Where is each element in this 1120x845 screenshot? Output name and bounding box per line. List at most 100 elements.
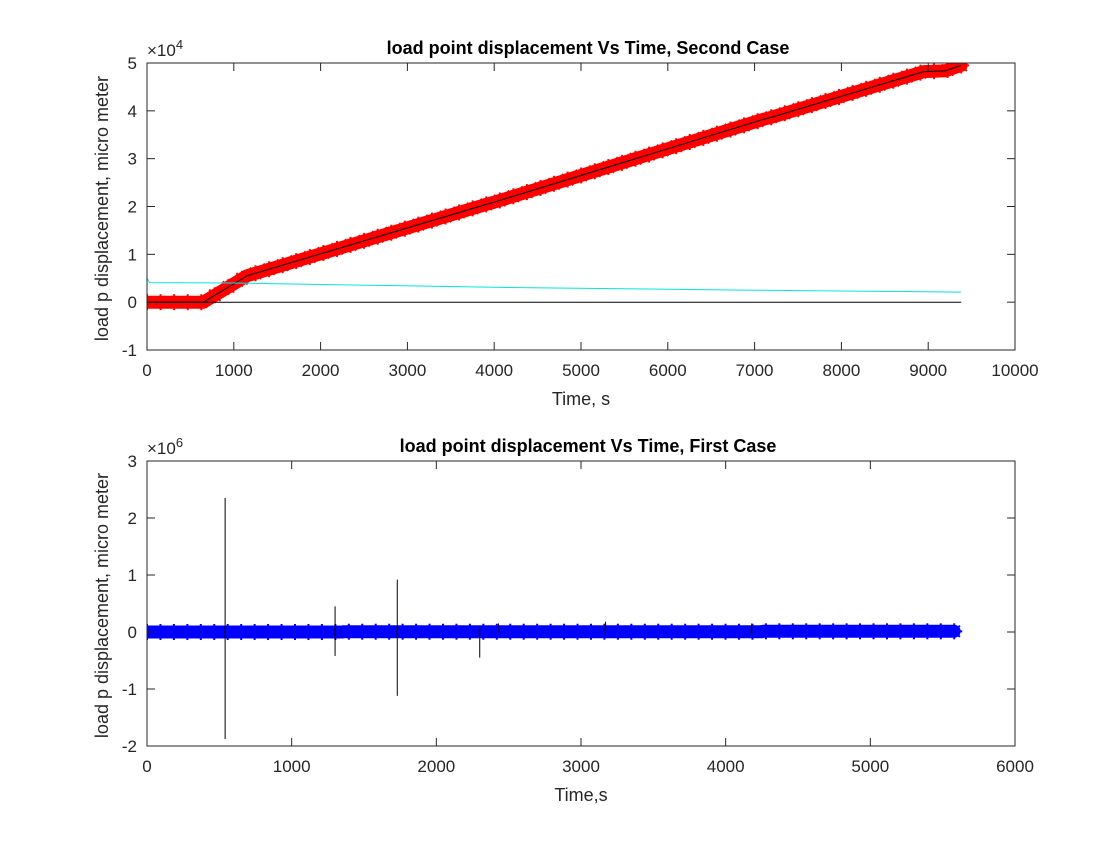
- bottom-plot-series-0-marker-52: [838, 623, 855, 640]
- bottom-plot-xtick-label-4: 4000: [707, 757, 745, 776]
- bottom-plot-series-0-marker-38: [650, 623, 667, 640]
- top-plot-xtick-label-2: 2000: [302, 361, 340, 380]
- top-plot-title: load point displacement Vs Time, Second …: [387, 38, 790, 58]
- bottom-plot-series-0-marker-57: [905, 623, 922, 640]
- top-plot-xtick-label-7: 7000: [736, 361, 774, 380]
- bottom-plot-series-0-marker-16: [354, 623, 371, 640]
- bottom-plot-axes-box: [146, 460, 1016, 747]
- bottom-plot-series-0-marker-6: [219, 624, 236, 640]
- top-plot-y-exponent-power: 4: [176, 37, 183, 52]
- bottom-plot-ytick-label-2: 0: [128, 623, 137, 642]
- bottom-plot-xtick-label-2: 2000: [417, 757, 455, 776]
- top-plot-data-layer: [147, 63, 970, 311]
- bottom-plot-series-0-marker-7: [233, 624, 250, 640]
- top-plot-ytick-label-3: 2: [128, 198, 137, 217]
- bottom-plot-xtick-label-1: 1000: [273, 757, 311, 776]
- bottom-plot-title: load point displacement Vs Time, First C…: [400, 436, 777, 456]
- bottom-plot-series-0-marker-26: [488, 623, 505, 640]
- bottom-plot-series-0-marker-13: [313, 624, 330, 640]
- bottom-plot-y-exponent-power: 6: [176, 435, 183, 450]
- top-plot-xtick-label-10: 10000: [991, 361, 1038, 380]
- bottom-plot-series-0-marker-30: [542, 623, 559, 640]
- top-plot-ytick-label-1: 0: [128, 293, 137, 312]
- bottom-plot-series-0-marker-56: [892, 623, 909, 640]
- bottom-plot-series-0-marker-49: [798, 623, 815, 640]
- bottom-plot-series-0-marker-32: [569, 623, 586, 640]
- top-plot-ytick-label-4: 3: [128, 150, 137, 169]
- bottom-plot: 0 1000 2000 3000 4000 5000 6000 -2 -1 0 1 2 3 ×106 loa…: [92, 435, 1034, 805]
- bottom-plot-series-0-marker-9: [260, 624, 277, 640]
- bottom-plot-series-0-marker-18: [381, 623, 398, 640]
- top-plot-xtick-label-4: 4000: [475, 361, 513, 380]
- top-plot-y-exponent: ×104: [147, 37, 183, 60]
- bottom-plot-ytick-label-4: 2: [128, 509, 137, 528]
- top-plot-ytick-label-5: 4: [128, 102, 137, 121]
- bottom-plot-series-0-marker-24: [461, 623, 478, 640]
- bottom-plot-series-0-marker-20: [408, 623, 425, 640]
- top-plot-ytick-label-2: 1: [128, 245, 137, 264]
- bottom-plot-series-0-marker-51: [825, 623, 842, 640]
- top-plot-ylabel: load p displacement, micro meter: [92, 76, 112, 341]
- top-plot-xtick-label-0: 0: [142, 361, 151, 380]
- bottom-plot-xlabel: Time,s: [554, 785, 607, 805]
- bottom-plot-xtick-label-0: 0: [142, 757, 151, 776]
- top-plot-axes-box: [146, 62, 1016, 351]
- bottom-plot-series-0-marker-4: [192, 624, 209, 640]
- bottom-plot-xtick-label-3: 3000: [562, 757, 600, 776]
- bottom-plot-series-0-marker-36: [623, 623, 640, 640]
- bottom-plot-series-0-marker-40: [677, 623, 694, 640]
- bottom-plot-series-0-marker-58: [919, 623, 936, 640]
- bottom-plot-series-0-marker-42: [704, 623, 721, 640]
- bottom-plot-series-0-marker-34: [596, 623, 613, 640]
- top-plot-xlabel: Time, s: [552, 389, 610, 409]
- bottom-plot-series-0-marker-50: [811, 623, 828, 640]
- bottom-plot-series-0-marker-39: [663, 623, 680, 640]
- top-plot-ytick-label-6: 5: [128, 54, 137, 73]
- bottom-plot-series-0-marker-35: [609, 623, 626, 640]
- bottom-plot-data-layer: [147, 498, 963, 740]
- bottom-plot-series-0-marker-27: [502, 623, 519, 640]
- bottom-plot-ytick-label-3: 1: [128, 566, 137, 585]
- bottom-plot-ylabel: load p displacement, micro meter: [92, 473, 112, 738]
- top-plot-series-1: [147, 64, 962, 303]
- bottom-plot-series-0-marker-46: [757, 623, 774, 640]
- bottom-plot-series-0-marker-44: [730, 623, 747, 640]
- bottom-plot-series-0-marker-43: [717, 623, 734, 640]
- bottom-plot-series-0-marker-53: [852, 623, 869, 640]
- bottom-plot-series-0-marker-8: [246, 624, 263, 640]
- top-plot-xtick-label-3: 3000: [388, 361, 426, 380]
- top-plot-series-2: [147, 278, 962, 293]
- bottom-plot-xtick-label-5: 5000: [851, 757, 889, 776]
- top-plot: 0 1000 2000 3000 4000 5000 6000 7000 8000 9000 100…: [92, 37, 1039, 409]
- bottom-plot-series-0-marker-28: [515, 623, 532, 640]
- bottom-plot-series-0-marker-29: [529, 623, 546, 640]
- bottom-plot-series-0-marker-41: [690, 623, 707, 640]
- top-plot-ytick-label-0: -1: [122, 341, 137, 360]
- bottom-plot-series-0-marker-15: [340, 623, 357, 640]
- bottom-plot-series-0-marker-10: [273, 624, 290, 640]
- top-plot-xtick-label-6: 6000: [649, 361, 687, 380]
- top-plot-xtick-label-9: 9000: [909, 361, 947, 380]
- bottom-plot-y-exponent: ×106: [147, 435, 183, 458]
- bottom-plot-series-0-marker-21: [421, 623, 438, 640]
- bottom-plot-xtick-label-6: 6000: [996, 757, 1034, 776]
- bottom-plot-series-0-marker-12: [300, 624, 317, 640]
- bottom-plot-series-0-marker-55: [878, 623, 895, 640]
- top-plot-xtick-label-1: 1000: [215, 361, 253, 380]
- bottom-plot-series-0-marker-60: [946, 623, 963, 640]
- bottom-plot-series-0-marker-48: [784, 623, 801, 640]
- bottom-plot-series-0-marker-17: [367, 623, 384, 640]
- bottom-plot-series-0-marker-37: [636, 623, 653, 640]
- top-plot-xtick-label-8: 8000: [822, 361, 860, 380]
- bottom-plot-series-0-marker-33: [582, 623, 599, 640]
- bottom-plot-series-0-marker-5: [206, 624, 223, 640]
- bottom-plot-series-0-marker-54: [865, 623, 882, 640]
- top-plot-xtick-label-5: 5000: [562, 361, 600, 380]
- bottom-plot-series-0-marker-31: [556, 623, 573, 640]
- bottom-plot-series-0-marker-1: [152, 624, 169, 640]
- bottom-plot-series-0-marker-2: [165, 624, 182, 640]
- bottom-plot-ytick-label-1: -1: [122, 680, 137, 699]
- bottom-plot-series-0-marker-47: [771, 623, 788, 640]
